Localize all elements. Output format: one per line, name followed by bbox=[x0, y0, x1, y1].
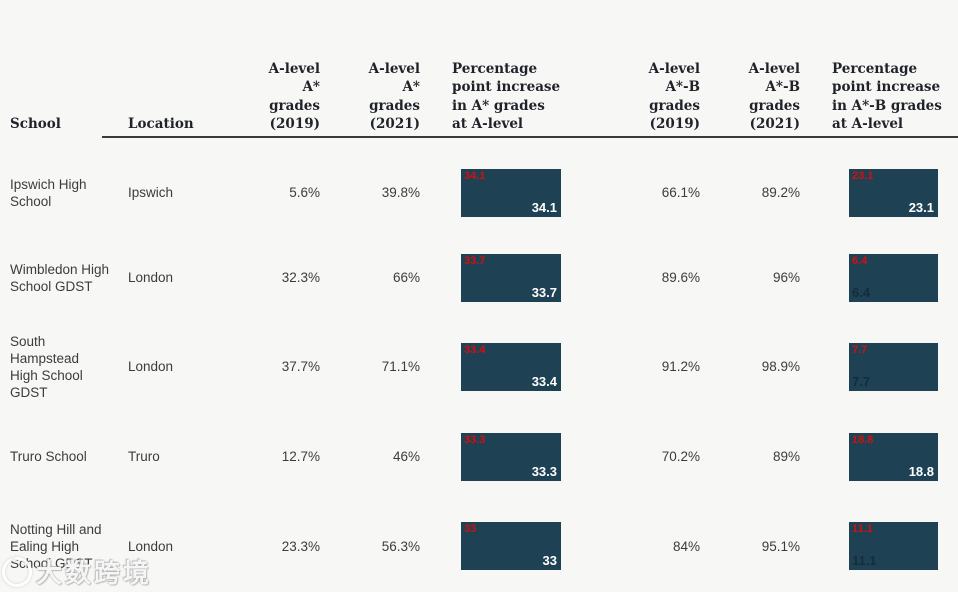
bar-value-label-red: 11.1 bbox=[852, 523, 873, 535]
bar-value-label-red: 33.7 bbox=[464, 254, 486, 267]
astar-increase-cell: 33 33 bbox=[420, 522, 605, 570]
ab-2021-value: 98.9% bbox=[761, 359, 800, 374]
bar-value-label: 6.4 bbox=[852, 284, 871, 300]
ab-increase-cell: 18.8 18.8 bbox=[800, 432, 958, 481]
ab-increase-cell: 6.4 6.4 bbox=[800, 253, 958, 302]
column-header-astar-2021: A-level A* grades (2021) bbox=[368, 60, 420, 133]
ab-increase-bar: 7.7 7.7 bbox=[849, 342, 938, 391]
astar-increase-bar: 33.7 33.7 bbox=[461, 253, 561, 302]
column-header-ab-2021: A-level A*-B grades (2021) bbox=[748, 60, 800, 133]
column-header-astar-increase: Percentage point increase in A* grades a… bbox=[452, 60, 561, 133]
bar-value-label: 18.8 bbox=[908, 463, 934, 479]
bar-value-label: 33 bbox=[542, 553, 557, 568]
bar-value-label: 23.1 bbox=[908, 199, 934, 215]
astar-increase-cell: 33.4 33.4 bbox=[420, 342, 605, 391]
school-location: London bbox=[128, 359, 174, 374]
bar-value-label-red: 23.1 bbox=[852, 169, 874, 182]
astar-2021-value: 71.1% bbox=[381, 359, 420, 374]
astar-2019-value: 32.3% bbox=[281, 270, 320, 285]
column-header-school: School bbox=[10, 116, 61, 133]
column-header-astar-2019: A-level A* grades (2019) bbox=[268, 60, 320, 133]
ab-increase-bar: 6.4 6.4 bbox=[849, 253, 938, 302]
column-header-ab-2019: A-level A*-B grades (2019) bbox=[648, 60, 700, 133]
astar-2021-value: 56.3% bbox=[381, 538, 420, 554]
bar-value-label: 34.1 bbox=[531, 199, 557, 215]
astar-2021-value: 46% bbox=[392, 449, 420, 464]
bar-value-label-red: 33.3 bbox=[464, 433, 486, 446]
astar-2019-value: 37.7% bbox=[281, 359, 320, 374]
astar-increase-cell: 33.3 33.3 bbox=[420, 432, 605, 481]
school-name: Truro School bbox=[10, 449, 87, 464]
bar-value-label: 33.7 bbox=[531, 284, 557, 300]
ab-2019-value: 89.6% bbox=[661, 270, 700, 285]
bar-value-label-red: 33 bbox=[464, 523, 477, 535]
astar-2019-value: 12.7% bbox=[281, 449, 320, 464]
ab-increase-cell: 7.7 7.7 bbox=[800, 342, 958, 391]
column-header-location: Location bbox=[128, 116, 194, 133]
bar-value-label-red: 33.4 bbox=[464, 343, 486, 356]
astar-increase-bar: 33.4 33.4 bbox=[461, 342, 561, 391]
ab-2019-value: 70.2% bbox=[661, 449, 700, 464]
school-location: Ipswich bbox=[128, 185, 174, 200]
ab-2019-value: 91.2% bbox=[661, 359, 700, 374]
bar-value-label-red: 6.4 bbox=[852, 254, 868, 267]
bar-value-label-red: 18.8 bbox=[852, 433, 874, 446]
astar-increase-bar: 34.1 34.1 bbox=[461, 168, 561, 217]
astar-increase-bar: 33.3 33.3 bbox=[461, 432, 561, 481]
school-location: London bbox=[128, 270, 174, 285]
ab-2021-value: 95.1% bbox=[761, 538, 800, 554]
astar-increase-cell: 34.1 34.1 bbox=[420, 168, 605, 217]
column-header-ab-increase: Percentage point increase in A*-B grades… bbox=[832, 60, 942, 133]
bar-value-label: 7.7 bbox=[852, 373, 871, 389]
bar-value-label-red: 7.7 bbox=[852, 343, 868, 356]
astar-increase-bar: 33 33 bbox=[461, 522, 561, 570]
bar-value-label: 33.3 bbox=[531, 463, 557, 479]
ab-2021-value: 89.2% bbox=[761, 185, 800, 200]
astar-2019-value: 23.3% bbox=[281, 538, 320, 554]
ab-increase-cell: 11.1 11.1 bbox=[800, 522, 958, 570]
school-location: Truro bbox=[128, 449, 160, 464]
ab-increase-cell: 23.1 23.1 bbox=[800, 168, 958, 217]
astar-2021-value: 39.8% bbox=[381, 185, 420, 200]
ab-2019-value: 66.1% bbox=[661, 185, 700, 200]
ab-2021-value: 89% bbox=[772, 449, 800, 464]
bar-value-label-red: 34.1 bbox=[464, 169, 486, 182]
ab-2021-value: 96% bbox=[772, 270, 800, 285]
astar-increase-cell: 33.7 33.7 bbox=[420, 253, 605, 302]
school-name: Notting Hill and Ealing High School GDST bbox=[10, 521, 102, 571]
ab-increase-bar: 18.8 18.8 bbox=[849, 432, 938, 481]
astar-2021-value: 66% bbox=[392, 270, 420, 285]
school-location: London bbox=[128, 538, 174, 554]
ab-increase-bar: 11.1 11.1 bbox=[849, 522, 938, 570]
school-name: South Hampstead High School GDST bbox=[10, 333, 83, 400]
school-name: Wimbledon High School GDST bbox=[10, 261, 110, 294]
ab-2019-value: 84% bbox=[672, 538, 700, 554]
bar-value-label: 11.1 bbox=[852, 553, 877, 568]
ab-increase-bar: 23.1 23.1 bbox=[849, 168, 938, 217]
bar-value-label: 33.4 bbox=[531, 373, 557, 389]
astar-2019-value: 5.6% bbox=[289, 185, 320, 200]
school-name: Ipswich High School bbox=[10, 176, 87, 209]
header-divider bbox=[102, 136, 958, 138]
